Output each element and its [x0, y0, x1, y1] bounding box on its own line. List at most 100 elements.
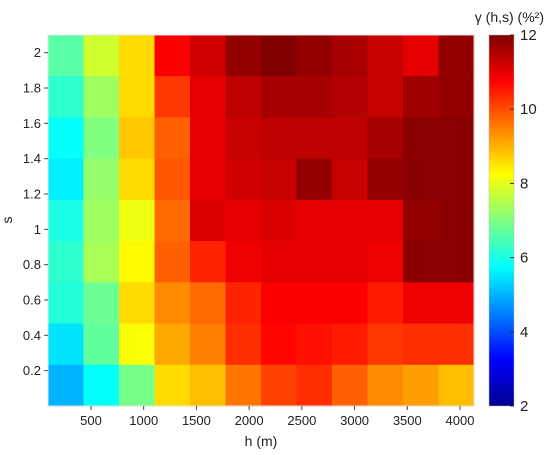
- x-tick-label: 1000: [129, 413, 158, 428]
- heatmap-cell: [296, 35, 333, 77]
- colorbar-tick-label: 12: [520, 27, 537, 44]
- colorbar-ticks: 2 4 6 8 10 12: [510, 27, 537, 415]
- heatmap-cell: [190, 158, 227, 201]
- heatmap-cell: [83, 117, 120, 160]
- x-tick-label: 1500: [182, 413, 211, 428]
- heatmap-cell: [261, 117, 298, 160]
- heatmap-cell: [154, 76, 191, 119]
- heatmap-cell: [119, 323, 156, 366]
- heatmap-cell: [190, 364, 227, 407]
- x-tick-label: 3500: [393, 413, 422, 428]
- heatmap-cell: [367, 76, 404, 119]
- heatmap-cell: [438, 76, 475, 119]
- heatmap-cell: [403, 158, 440, 201]
- heatmap-cell: [48, 199, 85, 242]
- y-tick-label: 0.2: [23, 363, 41, 378]
- heatmap-cell: [225, 76, 262, 119]
- heatmap-cell: [119, 117, 156, 160]
- y-axis-ticks: 0.2 0.4 0.6 0.8 1 1.2 1.4 1.6 1.8 2: [23, 45, 48, 378]
- heatmap-cell: [225, 241, 262, 283]
- x-tick-label: 4000: [446, 413, 475, 428]
- y-tick-label: 0.6: [23, 293, 41, 308]
- y-tick-label: 1.2: [23, 187, 41, 202]
- heatmap-cell: [367, 282, 404, 325]
- heatmap-cell: [261, 158, 298, 201]
- heatmap-cell: [403, 117, 440, 160]
- heatmap-cell: [296, 323, 333, 366]
- y-tick-label: 1.6: [23, 116, 41, 131]
- heatmap-cell: [261, 323, 298, 366]
- heatmap-cell: [225, 35, 262, 77]
- heatmap-cell: [83, 364, 120, 407]
- heatmap-cell: [332, 282, 369, 325]
- heatmap-cell: [119, 158, 156, 201]
- heatmap-cell: [261, 35, 298, 77]
- heatmap-cell: [438, 364, 475, 407]
- colorbar-tick-label: 10: [520, 101, 537, 118]
- y-tick-label: 2: [34, 45, 41, 60]
- y-tick-label: 0.4: [23, 328, 41, 343]
- x-tick-label: 500: [80, 413, 102, 428]
- heatmap-cell: [261, 76, 298, 119]
- heatmap-cell: [190, 199, 227, 242]
- heatmap-cell: [403, 241, 440, 283]
- heatmap-cell: [154, 241, 191, 283]
- heatmap-cell: [190, 282, 227, 325]
- heatmap-cell: [48, 282, 85, 325]
- heatmap-cell: [119, 76, 156, 119]
- heatmap-cell: [190, 117, 227, 160]
- x-axis-label: h (m): [245, 433, 278, 449]
- y-axis-label: s: [0, 217, 15, 224]
- heatmap-cell: [48, 35, 85, 77]
- heatmap-cell: [403, 76, 440, 119]
- heatmap-cell: [48, 158, 85, 201]
- heatmap-cell: [83, 76, 120, 119]
- colorbar: [488, 34, 515, 407]
- colorbar-tick-label: 8: [520, 175, 528, 192]
- colorbar-title: γ (h,s) (%²): [475, 9, 544, 25]
- heatmap-cell: [83, 241, 120, 283]
- heatmap-cell: [83, 158, 120, 201]
- heatmap-cell: [367, 158, 404, 201]
- heatmap-cell: [261, 241, 298, 283]
- x-tick-label: 2500: [287, 413, 316, 428]
- heatmap-cell: [403, 364, 440, 407]
- heatmap-cell: [48, 241, 85, 283]
- heatmap-cell: [119, 282, 156, 325]
- heatmap-cell: [438, 158, 475, 201]
- x-tick-label: 2000: [235, 413, 264, 428]
- y-tick-label: 1.4: [23, 151, 41, 166]
- heatmap-cell: [367, 364, 404, 407]
- y-tick-label: 1.8: [23, 81, 41, 96]
- heatmap-cell: [367, 241, 404, 283]
- heatmap-cell: [83, 199, 120, 242]
- y-tick-label: 1: [34, 222, 41, 237]
- heatmap-cell: [367, 117, 404, 160]
- heatmap-cell: [332, 35, 369, 77]
- heatmap-cell: [119, 364, 156, 407]
- heatmap-cell: [403, 282, 440, 325]
- heatmap-cell: [438, 323, 475, 366]
- heatmap-cell: [225, 364, 262, 407]
- colorbar-tick-label: 2: [520, 398, 528, 415]
- x-tick-label: 3000: [340, 413, 369, 428]
- heatmap-cell: [296, 117, 333, 160]
- heatmap-cell: [438, 241, 475, 283]
- heatmap-cell: [154, 35, 191, 77]
- heatmap-cell: [190, 35, 227, 77]
- heatmap-cell: [119, 199, 156, 242]
- heatmap-cell: [154, 117, 191, 160]
- heatmap-cell: [225, 199, 262, 242]
- y-tick-label: 0.8: [23, 257, 41, 272]
- heatmap-cell: [403, 35, 440, 77]
- heatmap-cell: [332, 241, 369, 283]
- heatmap-cell: [403, 323, 440, 366]
- heatmap-cell: [83, 282, 120, 325]
- heatmap-cell: [154, 199, 191, 242]
- heatmap-cell: [332, 364, 369, 407]
- x-axis-ticks: 500 1000 1500 2000 2500 3000 3500 4000: [80, 406, 474, 428]
- heatmap-cell: [225, 117, 262, 160]
- heatmap-cell: [261, 364, 298, 407]
- heatmap-cell: [48, 323, 85, 366]
